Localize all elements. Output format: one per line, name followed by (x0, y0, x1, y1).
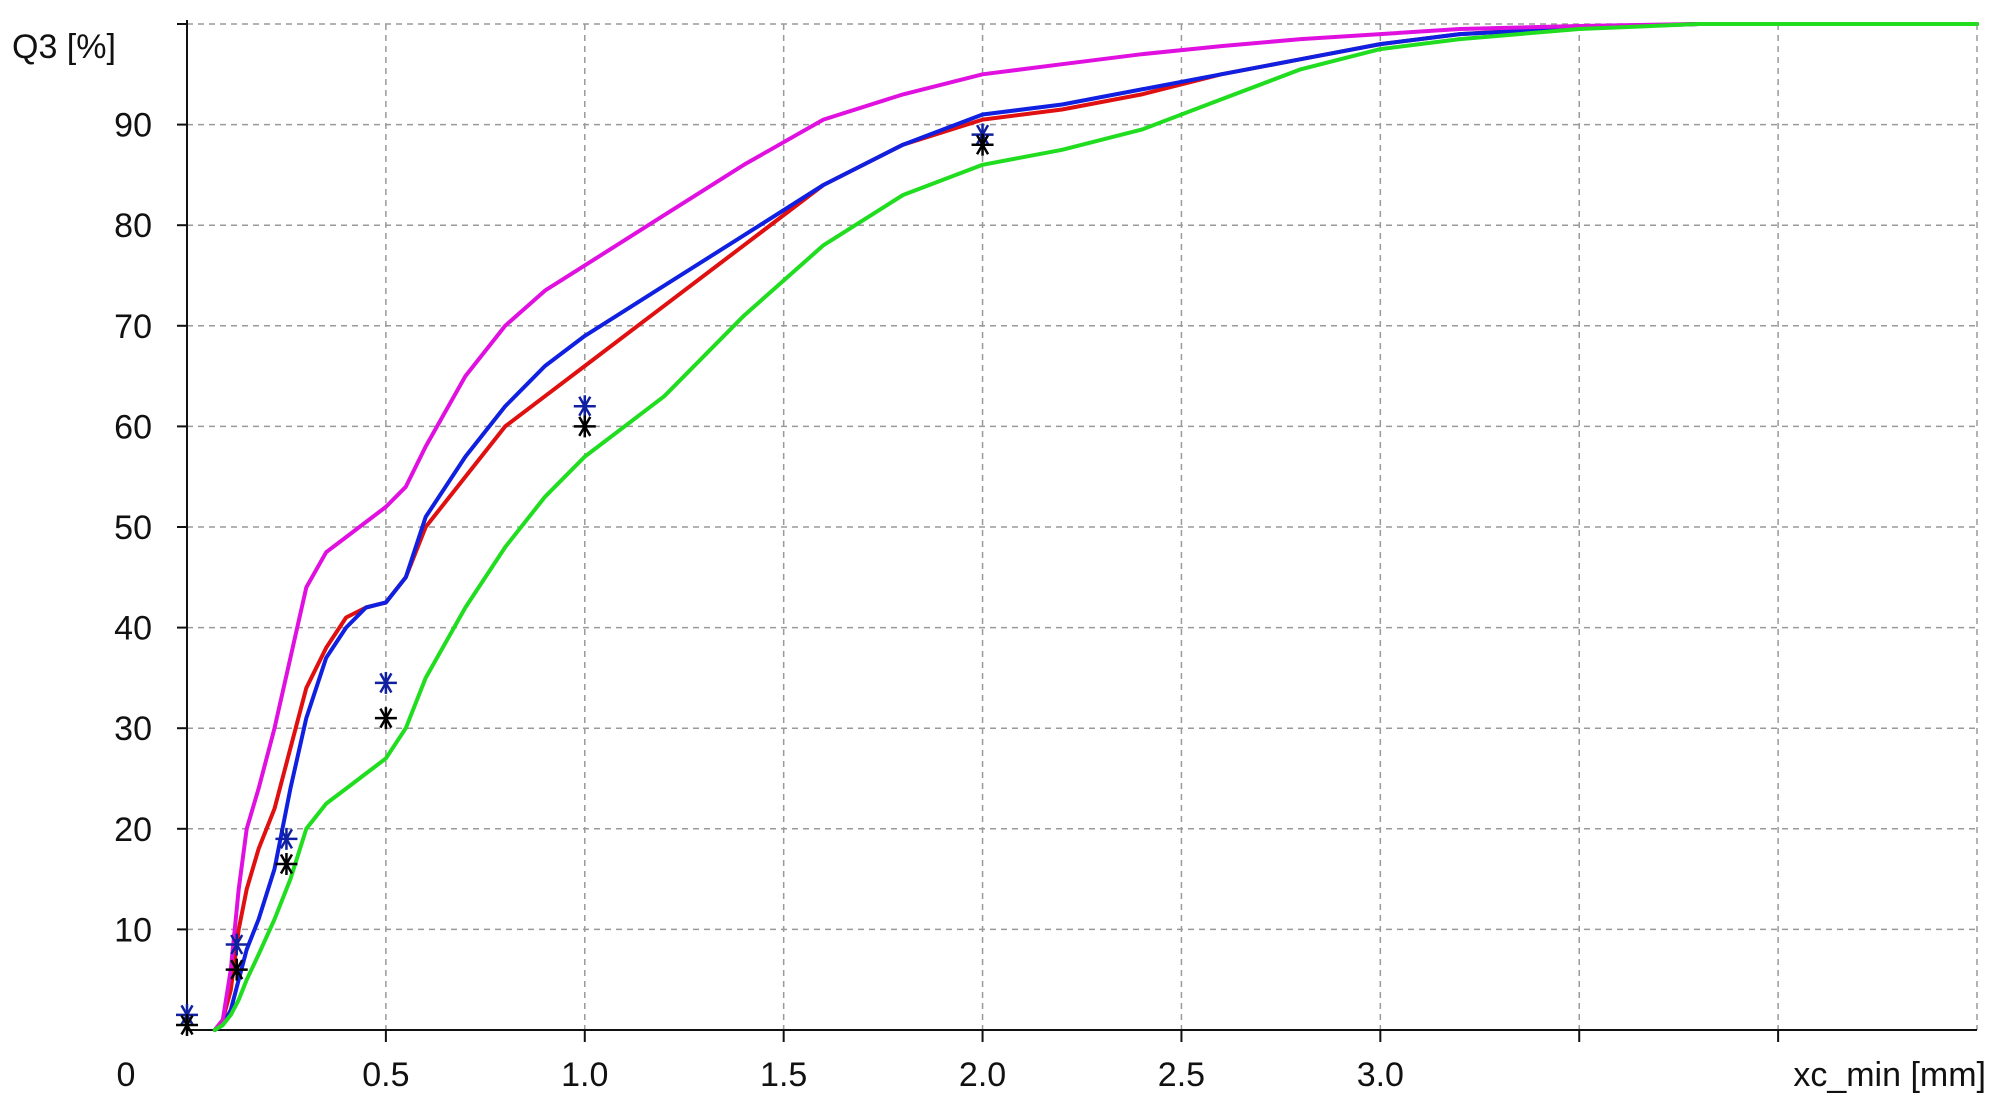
series-line-2 (212, 22, 1979, 1032)
x-axis-label: xc_min [mm] (1793, 1056, 1986, 1094)
y-tick-label: 20 (114, 811, 152, 849)
x-tick-label: 3.0 (1357, 1056, 1404, 1094)
asterisk-marker-2 (225, 958, 248, 981)
x-tick-label: 1.5 (760, 1056, 807, 1094)
y-tick-label: 90 (114, 107, 152, 145)
y-tick-label: 10 (114, 911, 152, 949)
asterisk-marker-2 (275, 853, 298, 876)
asterisk-marker-2 (971, 133, 994, 156)
asterisk-marker-2 (374, 707, 397, 730)
x-tick-label: 1.0 (561, 1056, 608, 1094)
asterisk-marker-2 (176, 1013, 198, 1036)
series-line-3 (212, 22, 1979, 1032)
asterisk-marker-1 (374, 671, 397, 694)
x-tick-label: 0.5 (362, 1056, 409, 1094)
x-tick-label: 2.5 (1158, 1056, 1205, 1094)
grid (187, 23, 1978, 1030)
asterisk-marker-1 (275, 827, 298, 850)
axes (177, 20, 1977, 1042)
series-line-4 (212, 22, 1979, 1032)
asterisk-marker-1 (573, 395, 596, 418)
x-tick-label: 2.0 (959, 1056, 1006, 1094)
y-axis-label: Q3 [%] (12, 28, 116, 66)
y-tick-label: 60 (114, 408, 152, 446)
series-lines (212, 22, 1979, 1032)
asterisk-marker-1 (225, 933, 248, 956)
measurement-markers (176, 123, 994, 1036)
y-tick-label: 30 (114, 710, 152, 748)
tick-labels: 0.5 1.0 1.5 2.0 2.5 3.0 10 20 30 40 50 60 70 80 90 (114, 107, 1404, 1094)
y-tick-label: 50 (114, 509, 152, 547)
y-tick-label: 40 (114, 610, 152, 648)
y-tick-label: 70 (114, 308, 152, 346)
x-origin-label: 0 (117, 1056, 136, 1094)
y-tick-label: 80 (114, 207, 152, 245)
asterisk-marker-2 (573, 415, 596, 438)
